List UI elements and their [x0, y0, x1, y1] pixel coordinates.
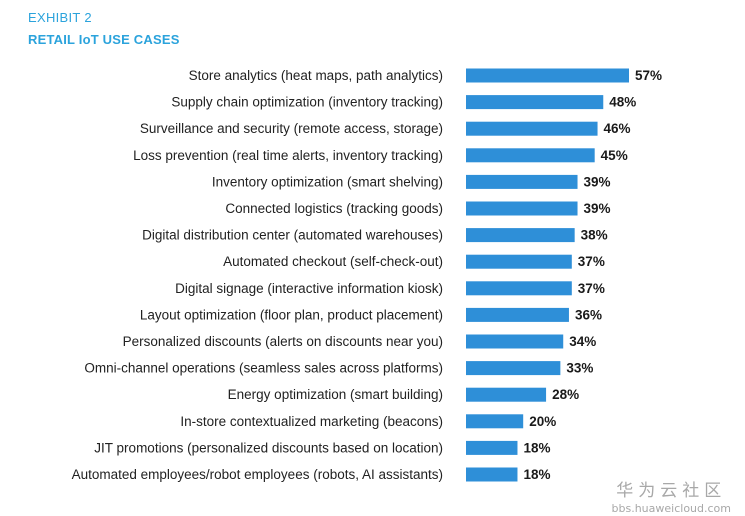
watermark: 华为云社区 bbs.huaweicloud.com [612, 476, 731, 515]
bar [466, 387, 547, 402]
bar [466, 414, 524, 429]
value-label: 39% [584, 201, 611, 216]
bar [466, 334, 564, 349]
category-label: Automated employees/robot employees (rob… [72, 467, 443, 482]
category-label: Automated checkout (self-check-out) [223, 254, 443, 269]
value-label: 18% [523, 440, 550, 455]
bar [466, 254, 572, 269]
value-label: 33% [566, 361, 593, 376]
value-label: 38% [581, 228, 608, 243]
value-label: 39% [584, 174, 611, 189]
category-label: Digital distribution center (automated w… [142, 228, 443, 243]
category-label: Energy optimization (smart building) [228, 387, 443, 402]
category-label: Loss prevention (real time alerts, inven… [133, 148, 443, 163]
category-label: Inventory optimization (smart shelving) [212, 174, 443, 189]
value-label: 37% [578, 254, 605, 269]
bar [466, 95, 604, 110]
category-label: Surveillance and security (remote access… [140, 121, 443, 136]
value-label: 46% [604, 121, 631, 136]
category-label: JIT promotions (personalized discounts b… [94, 440, 443, 455]
bar [466, 201, 578, 216]
bar [466, 361, 561, 376]
bar [466, 121, 598, 136]
value-label: 45% [601, 148, 628, 163]
value-label: 20% [529, 414, 556, 429]
exhibit-label: EXHIBIT 2 [28, 10, 92, 25]
bar [466, 307, 569, 322]
category-label: Supply chain optimization (inventory tra… [171, 95, 443, 110]
bar [466, 440, 518, 455]
category-label: Connected logistics (tracking goods) [225, 201, 443, 216]
category-label: Personalized discounts (alerts on discou… [123, 334, 443, 349]
category-label: In-store contextualized marketing (beaco… [180, 414, 443, 429]
chart-title: RETAIL IoT USE CASES [28, 32, 180, 47]
value-label: 37% [578, 281, 605, 296]
bar [466, 68, 629, 83]
category-label: Omni-channel operations (seamless sales … [84, 361, 443, 376]
bar [466, 467, 518, 482]
value-label: 18% [523, 467, 550, 482]
value-label: 48% [609, 95, 636, 110]
bar [466, 174, 578, 189]
value-label: 36% [575, 307, 602, 322]
bar [466, 148, 595, 163]
bar [466, 228, 575, 243]
category-label: Digital signage (interactive information… [175, 281, 443, 296]
value-label: 28% [552, 387, 579, 402]
category-label: Layout optimization (floor plan, product… [140, 307, 443, 322]
value-label: 34% [569, 334, 596, 349]
value-label: 57% [635, 68, 662, 83]
watermark-logo: 华为云社区 [616, 481, 727, 501]
bar [466, 281, 572, 296]
category-label: Store analytics (heat maps, path analyti… [189, 68, 443, 83]
watermark-url: bbs.huaweicloud.com [611, 502, 731, 515]
